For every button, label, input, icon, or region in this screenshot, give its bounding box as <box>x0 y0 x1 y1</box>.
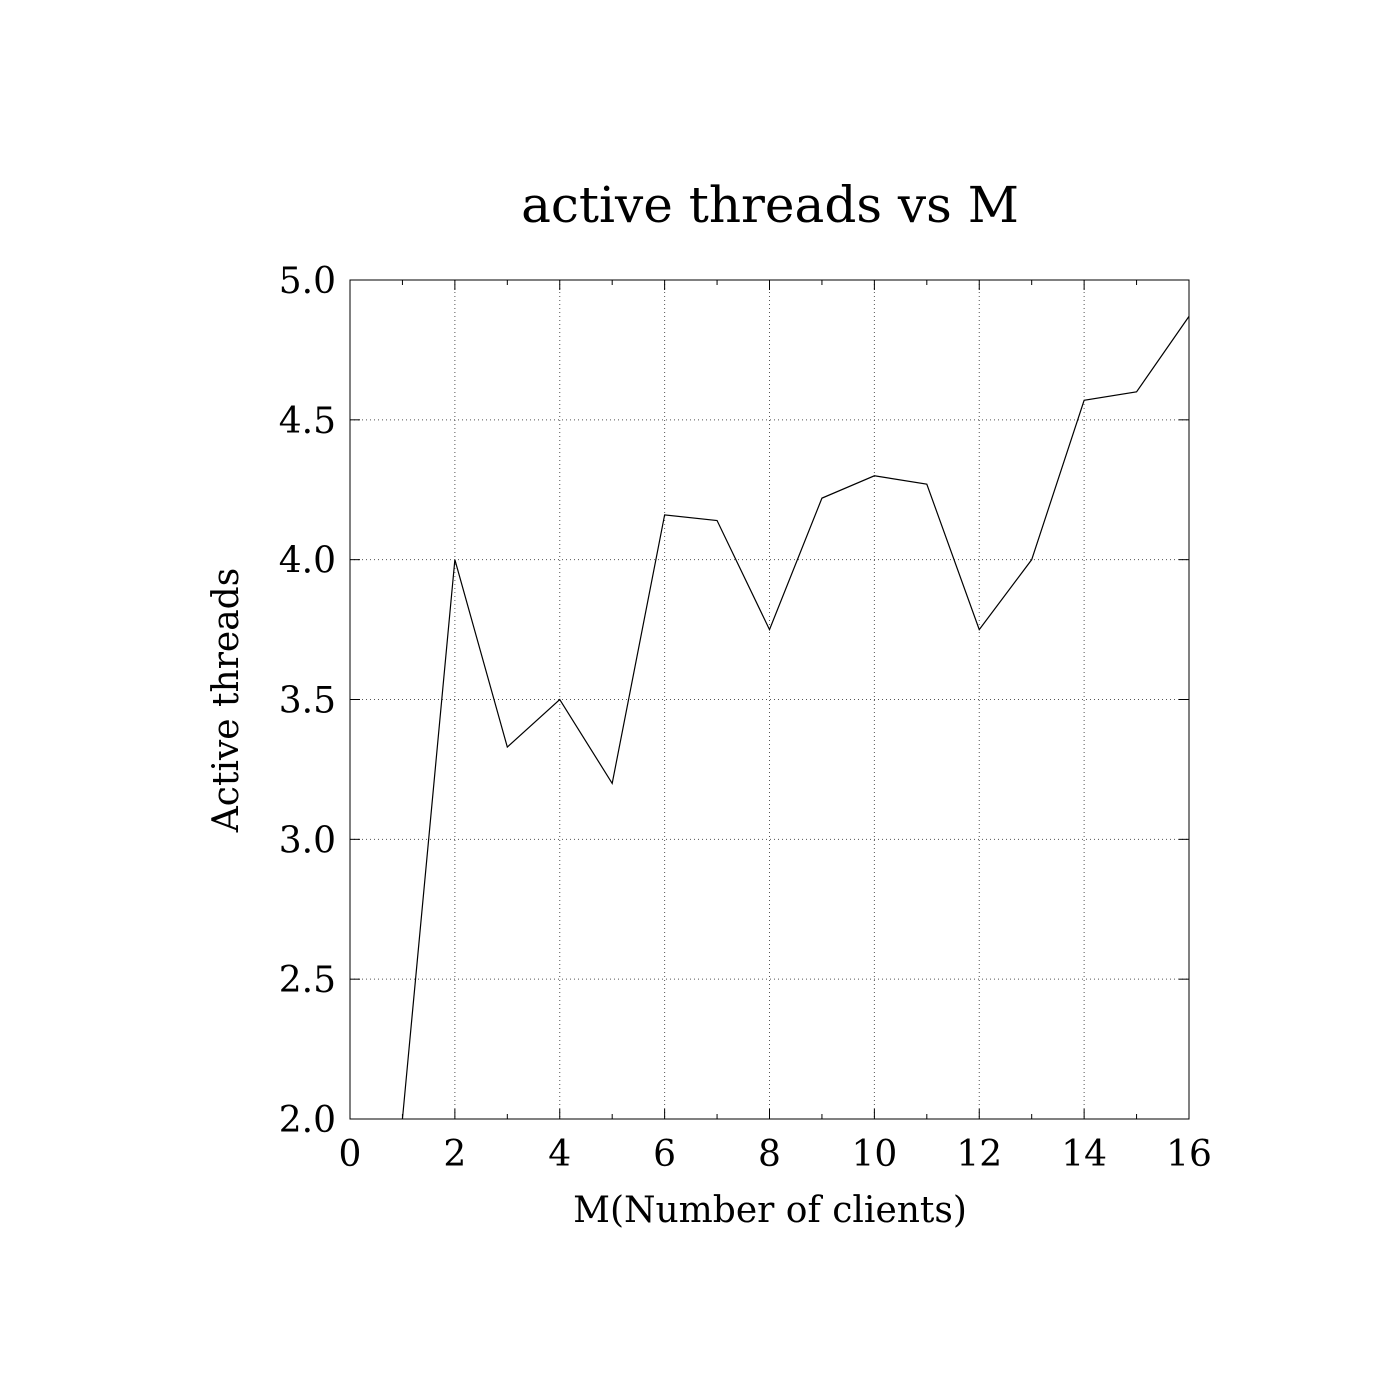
x-tick-labels: 0 2 4 6 8 10 12 14 16 <box>339 1134 1212 1175</box>
grid <box>350 280 1189 1119</box>
chart-title: active threads vs M <box>521 176 1019 234</box>
series-layer <box>401 316 1190 1120</box>
y-axis-label: Active threads <box>206 568 247 833</box>
y-tick-label: 3.0 <box>279 820 336 861</box>
x-tick-label: 14 <box>1061 1134 1107 1175</box>
x-tick-label: 16 <box>1166 1134 1212 1175</box>
y-tick-label: 4.5 <box>279 401 336 442</box>
y-tick-label: 2.5 <box>279 960 336 1001</box>
x-tick-label: 8 <box>758 1134 781 1175</box>
x-tick-label: 6 <box>653 1134 676 1175</box>
ticks <box>349 279 1190 1120</box>
plot-frame <box>349 279 1190 1120</box>
x-axis-label: M(Number of clients) <box>573 1190 967 1231</box>
series-line <box>401 316 1190 1120</box>
y-tick-label: 3.5 <box>279 681 336 722</box>
x-tick-label: 10 <box>851 1134 897 1175</box>
x-tick-label: 12 <box>956 1134 1002 1175</box>
y-tick-labels: 2.0 2.5 3.0 3.5 4.0 4.5 5.0 <box>279 261 336 1141</box>
x-tick-label: 2 <box>443 1134 466 1175</box>
y-tick-label: 4.0 <box>279 541 336 582</box>
y-tick-label: 5.0 <box>279 261 336 302</box>
y-tick-label: 2.0 <box>279 1100 336 1141</box>
x-tick-label: 0 <box>339 1134 362 1175</box>
x-tick-label: 4 <box>548 1134 571 1175</box>
